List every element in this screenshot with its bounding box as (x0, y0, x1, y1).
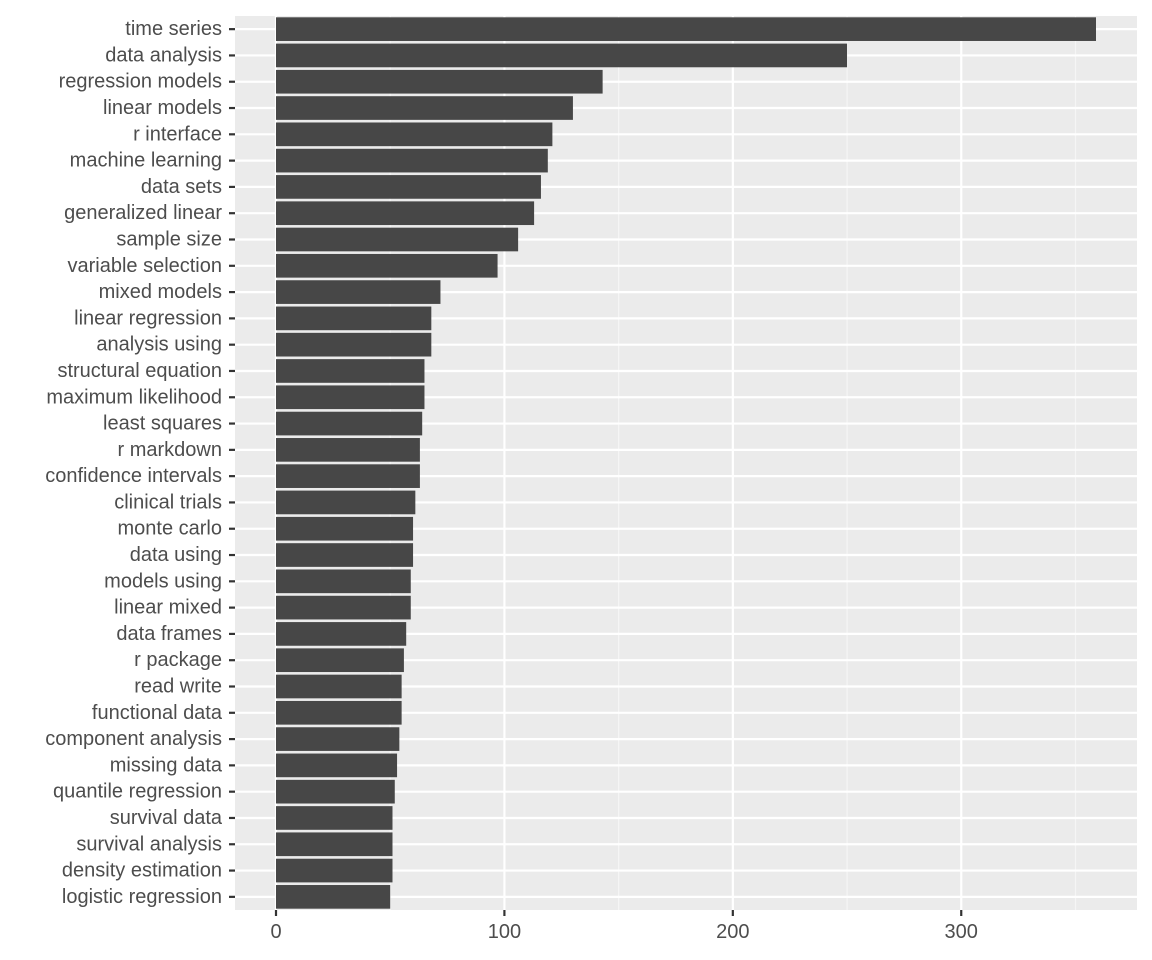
bars (276, 17, 1096, 909)
y-tick-label: machine learning (70, 150, 222, 172)
y-tick-label: data analysis (105, 44, 222, 66)
bar (276, 832, 393, 857)
y-tick-label: data frames (116, 623, 222, 645)
y-tick-label: time series (125, 18, 222, 40)
bar (276, 280, 441, 304)
bar (276, 858, 393, 883)
y-tick-label: maximum likelihood (46, 386, 222, 408)
bar (276, 438, 420, 462)
x-axis: 0 100 200 300 (270, 910, 978, 943)
y-tick-label: linear mixed (114, 597, 222, 619)
bar (276, 306, 432, 331)
bar (276, 43, 848, 68)
bar (276, 779, 395, 804)
y-tick-label: missing data (110, 754, 223, 776)
y-tick-label: survival data (110, 807, 223, 829)
bar (276, 622, 407, 646)
y-tick-label: component analysis (45, 728, 222, 750)
y-axis: time series data analysis regression model… (45, 18, 235, 908)
y-tick-label: models using (104, 570, 222, 592)
y-tick-label: quantile regression (53, 781, 222, 803)
x-tick-label: 200 (716, 921, 749, 943)
bar (276, 516, 414, 541)
bar (276, 17, 1096, 41)
y-tick-label: linear regression (74, 307, 222, 329)
y-tick-label: confidence intervals (45, 465, 222, 487)
y-tick-label: structural equation (57, 360, 222, 382)
y-tick-label: data sets (141, 176, 222, 198)
y-tick-label: linear models (103, 97, 222, 119)
y-tick-label: r markdown (118, 439, 222, 461)
x-tick-label: 0 (270, 921, 281, 943)
bar (276, 148, 548, 173)
y-tick-label: data using (130, 544, 222, 566)
bar (276, 227, 519, 252)
bar (276, 543, 414, 567)
bar (276, 96, 573, 120)
y-tick-label: r interface (133, 123, 222, 145)
y-tick-label: clinical trials (114, 491, 222, 513)
bar (276, 359, 425, 383)
bar (276, 332, 432, 357)
bar (276, 464, 420, 488)
y-tick-label: variable selection (67, 255, 222, 277)
bar (276, 700, 402, 725)
x-tick-label: 300 (945, 921, 978, 943)
y-tick-label: sample size (116, 229, 222, 251)
bar (276, 674, 402, 699)
y-tick-label: read write (134, 676, 222, 698)
x-tick-label: 100 (488, 921, 521, 943)
bar (276, 201, 535, 226)
bar (276, 253, 498, 278)
y-tick-label: analysis using (96, 334, 222, 356)
y-tick-label: regression models (59, 71, 222, 93)
y-tick-label: generalized linear (64, 202, 222, 224)
y-tick-label: monte carlo (118, 518, 223, 540)
bar (276, 727, 400, 751)
bar (276, 595, 411, 620)
y-tick-label: mixed models (99, 281, 222, 303)
bar (276, 490, 416, 515)
bar (276, 648, 404, 673)
bar (276, 806, 393, 830)
bar (276, 885, 391, 909)
bar (276, 122, 553, 147)
bar (276, 411, 423, 436)
y-tick-label: logistic regression (62, 886, 222, 908)
y-tick-label: survival analysis (76, 833, 222, 855)
bar (276, 175, 541, 199)
bar (276, 753, 398, 778)
bar (276, 385, 425, 410)
y-tick-label: density estimation (62, 860, 222, 882)
y-tick-label: functional data (92, 702, 223, 724)
y-tick-label: r package (134, 649, 222, 671)
y-tick-label: least squares (103, 413, 222, 435)
bar (276, 69, 603, 94)
bar (276, 569, 411, 594)
